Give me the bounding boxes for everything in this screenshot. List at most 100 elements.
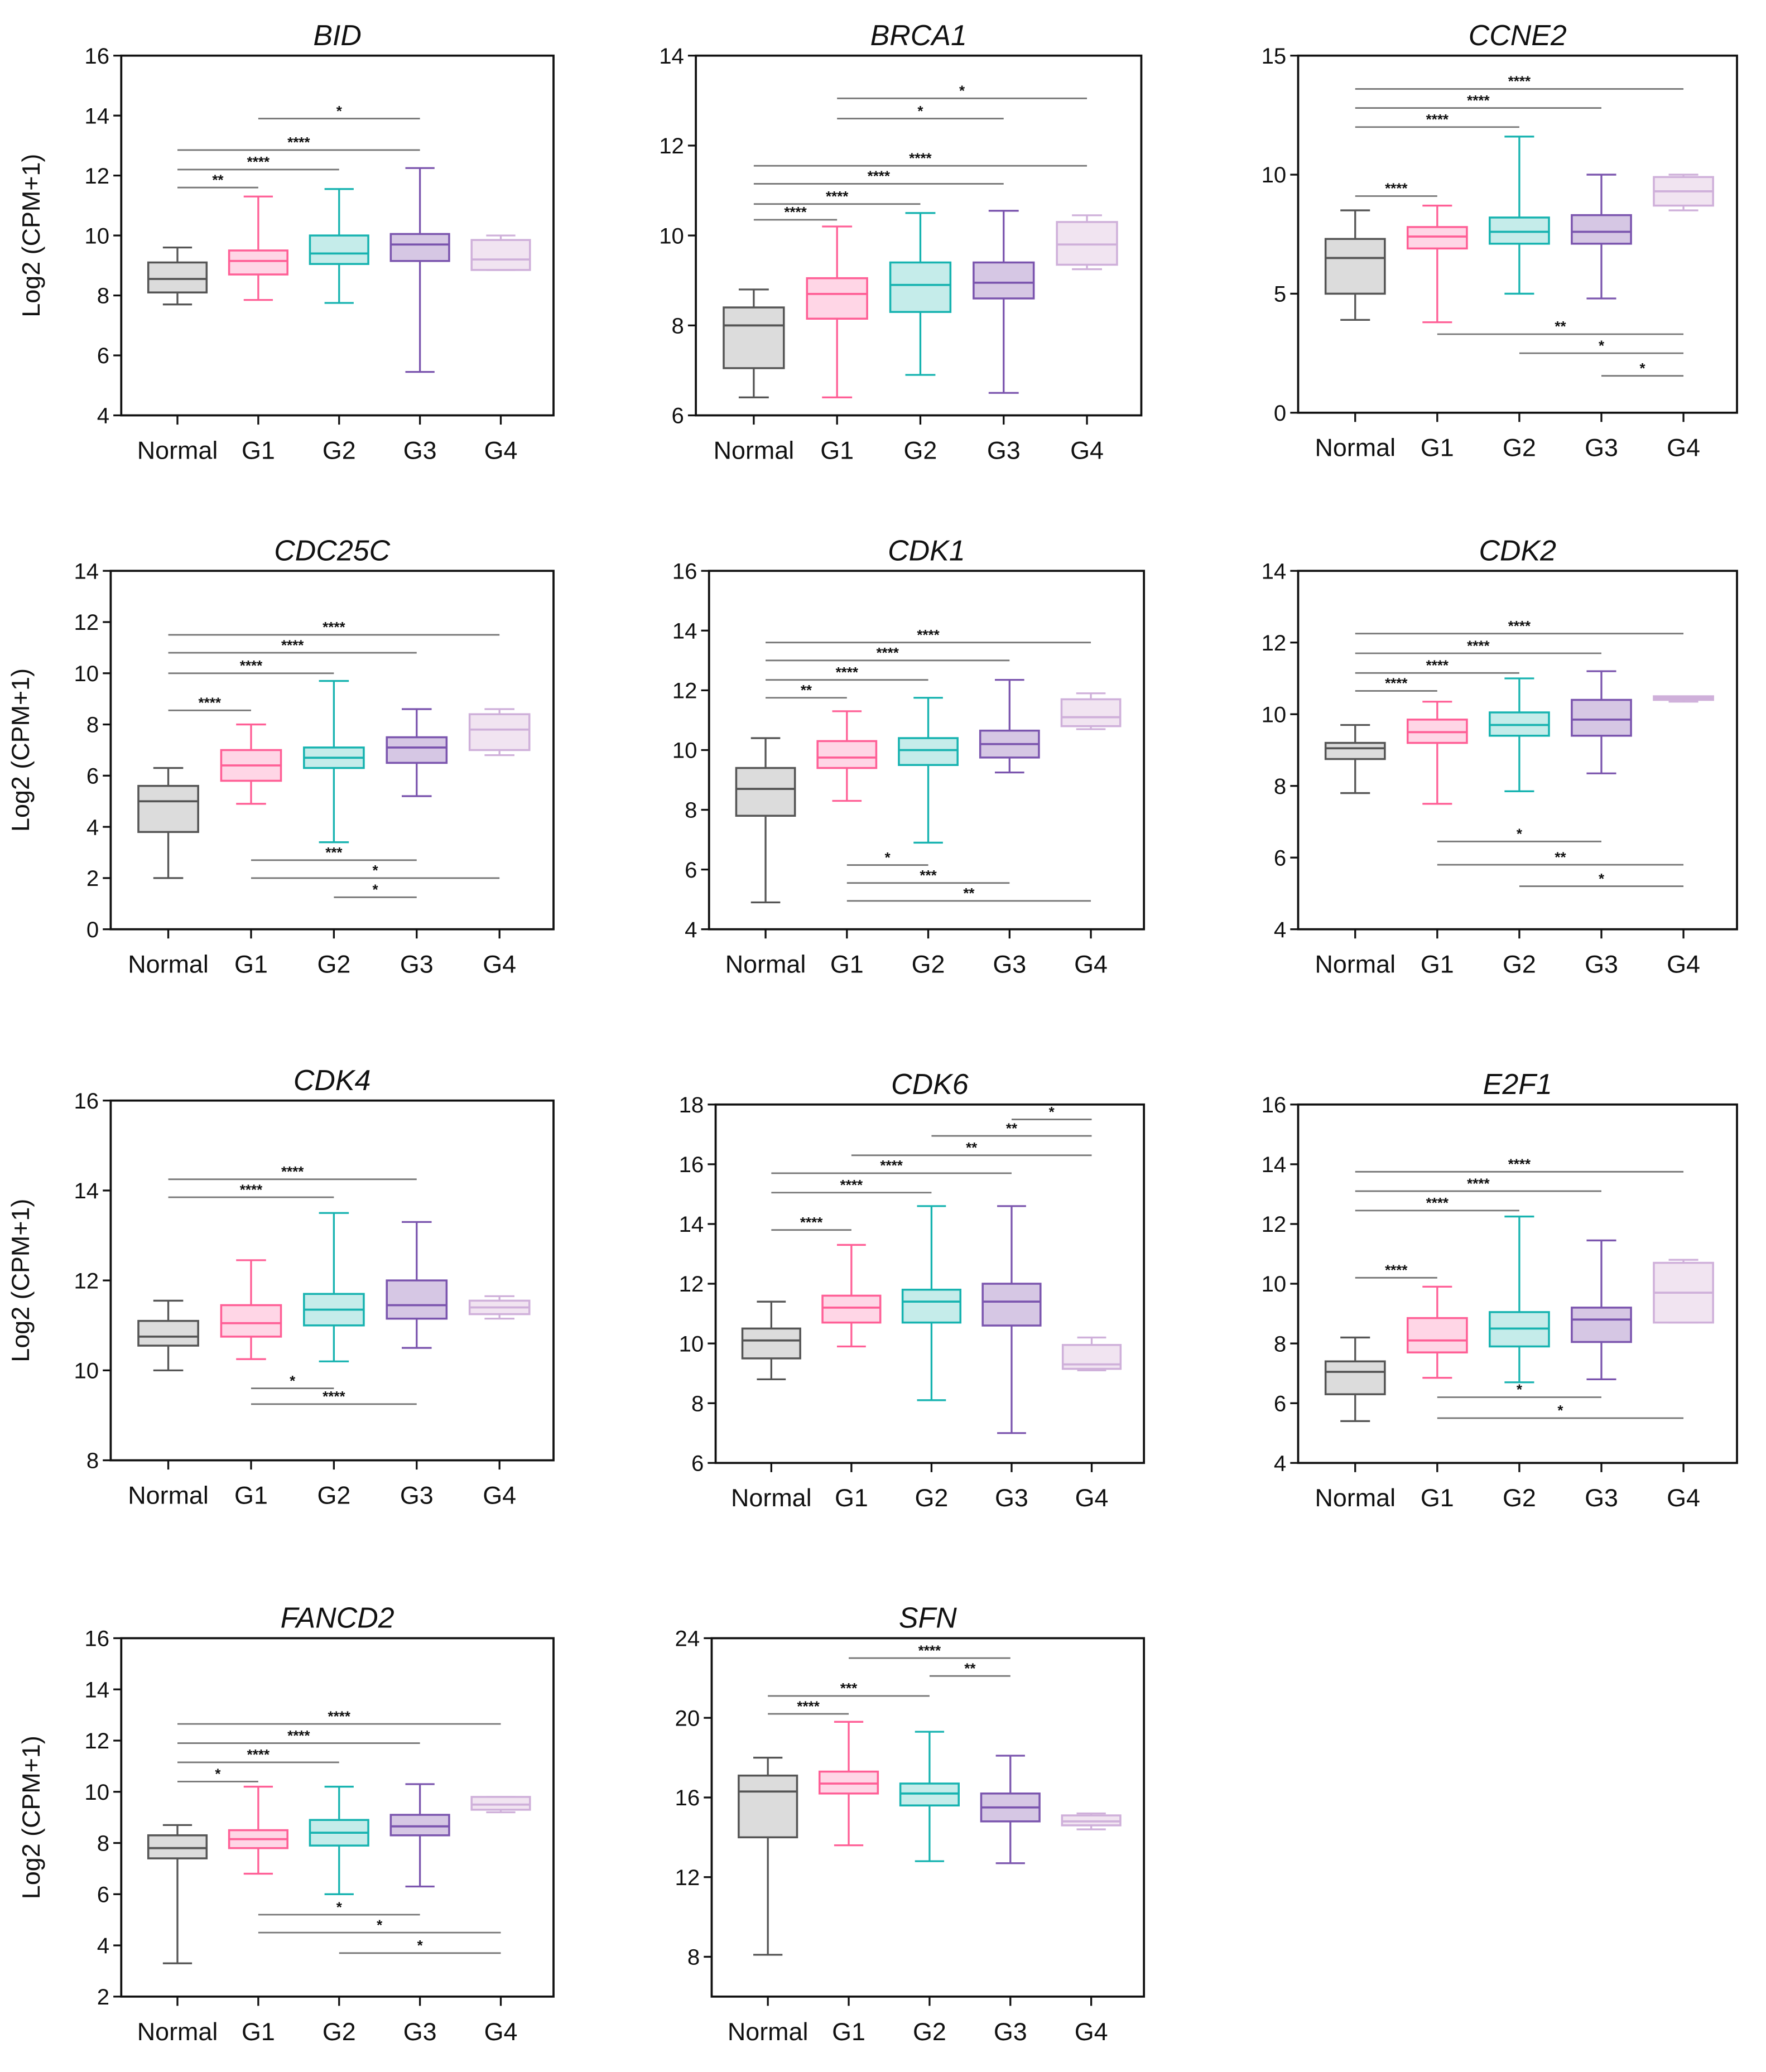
significance-label: ** xyxy=(964,1660,976,1676)
y-tick-label: 16 xyxy=(84,44,109,69)
significance-label: * xyxy=(1517,826,1523,842)
significance-label: **** xyxy=(917,627,940,643)
significance-label: **** xyxy=(281,1163,304,1180)
box-g3 xyxy=(1571,670,1632,774)
significance-label: ** xyxy=(1555,849,1566,865)
significance-label: *** xyxy=(325,844,343,861)
box-iqr xyxy=(816,740,878,769)
box-iqr xyxy=(1571,1307,1632,1343)
box-normal xyxy=(137,767,199,879)
significance-label: **** xyxy=(1508,1156,1531,1173)
y-tick-label: 16 xyxy=(672,558,697,584)
significance-label: * xyxy=(959,83,965,99)
box-g3 xyxy=(389,167,450,373)
significance-label: **** xyxy=(287,134,310,151)
box-g4 xyxy=(468,708,531,756)
significance-label: * xyxy=(1599,337,1605,354)
box-g3 xyxy=(1571,174,1632,300)
box-iqr xyxy=(1056,221,1118,266)
y-tick-label: 10 xyxy=(1262,1271,1287,1297)
y-tick-label: 6 xyxy=(691,1451,704,1476)
x-tick-label: Normal xyxy=(137,436,218,464)
box-normal xyxy=(741,1300,801,1381)
significance-label: **** xyxy=(826,188,849,205)
box-g2 xyxy=(303,1212,365,1362)
x-tick-label: G2 xyxy=(323,2017,356,2046)
x-tick-label: Normal xyxy=(137,2017,218,2046)
x-tick-label: G2 xyxy=(317,950,350,979)
box-normal xyxy=(147,246,208,306)
box-iqr xyxy=(981,1283,1042,1327)
y-tick-label: 2 xyxy=(97,1984,109,2010)
x-tick-label: G2 xyxy=(1503,1483,1536,1512)
significance-label: *** xyxy=(840,1680,858,1697)
box-g4 xyxy=(1061,1812,1122,1830)
significance-label: **** xyxy=(876,644,899,661)
x-tick-label: G1 xyxy=(242,436,275,464)
x-tick-label: G3 xyxy=(1585,1483,1618,1512)
box-g2 xyxy=(1489,136,1550,295)
x-tick-label: G4 xyxy=(484,2017,518,2046)
x-tick-label: G4 xyxy=(1075,1483,1109,1512)
y-tick-label: 6 xyxy=(97,343,109,368)
panel-bid: BID 4 6 8 10 12 14 16 Log2 (CPM+1) Normal G1 G2 G3 G4… xyxy=(17,20,555,464)
y-tick-label: 4 xyxy=(97,403,109,428)
y-tick-label: 8 xyxy=(685,798,697,823)
box-g1 xyxy=(1406,1285,1468,1379)
y-tick-label: 4 xyxy=(1274,1451,1286,1476)
y-axis-label: Log2 (CPM+1) xyxy=(6,668,35,832)
x-tick-label: G3 xyxy=(987,436,1021,464)
x-tick-label: Normal xyxy=(1315,433,1396,462)
box-normal xyxy=(1324,209,1386,321)
box-g1 xyxy=(1406,204,1468,324)
significance-label: ** xyxy=(963,885,975,902)
significance-label: **** xyxy=(287,1727,310,1744)
y-tick-label: 12 xyxy=(675,1865,700,1890)
box-g4 xyxy=(1061,1336,1122,1371)
y-tick-label: 6 xyxy=(672,403,684,428)
x-tick-label: G4 xyxy=(1075,2017,1108,2046)
significance-label: **** xyxy=(836,664,859,681)
significance-label: **** xyxy=(840,1177,863,1193)
y-tick-label: 16 xyxy=(675,1785,700,1810)
box-normal xyxy=(723,288,785,398)
x-tick-label: G1 xyxy=(830,950,864,979)
y-tick-label: 14 xyxy=(659,44,684,69)
box-g3 xyxy=(386,1221,448,1349)
y-tick-label: 14 xyxy=(1262,558,1287,584)
x-tick-label: G3 xyxy=(1585,950,1618,979)
chart-title: SFN xyxy=(899,1602,957,1635)
plot-frame xyxy=(1297,570,1738,931)
significance-label: ** xyxy=(966,1139,978,1156)
box-normal xyxy=(137,1299,199,1371)
box-iqr xyxy=(1406,1317,1468,1353)
y-tick-label: 12 xyxy=(84,163,109,189)
x-tick-label: G1 xyxy=(242,2017,275,2046)
chart-title: BID xyxy=(313,20,362,52)
x-tick-label: Normal xyxy=(714,436,795,464)
x-tick-label: G4 xyxy=(1074,950,1108,979)
box-iqr xyxy=(147,1834,208,1859)
significance-label: * xyxy=(373,862,379,879)
box-iqr xyxy=(738,1774,798,1839)
significance-label: **** xyxy=(1426,111,1449,128)
plot-frame xyxy=(1297,54,1738,414)
x-tick-label: G3 xyxy=(403,2017,437,2046)
significance-label: * xyxy=(377,1916,383,1933)
box-iqr xyxy=(389,1814,450,1837)
x-tick-label: G3 xyxy=(1585,433,1618,462)
box-normal xyxy=(738,1756,798,1956)
x-tick-label: G3 xyxy=(995,1483,1028,1512)
box-iqr xyxy=(1060,698,1122,727)
x-tick-label: G2 xyxy=(1503,433,1536,462)
box-normal xyxy=(735,737,796,904)
box-g4 xyxy=(1060,692,1122,730)
y-tick-label: 10 xyxy=(84,223,109,248)
x-tick-label: G1 xyxy=(832,2017,865,2046)
box-iqr xyxy=(1324,238,1386,295)
chart-title: CDC25C xyxy=(274,534,390,567)
significance-label: **** xyxy=(1467,92,1490,109)
box-g1 xyxy=(228,1785,288,1875)
